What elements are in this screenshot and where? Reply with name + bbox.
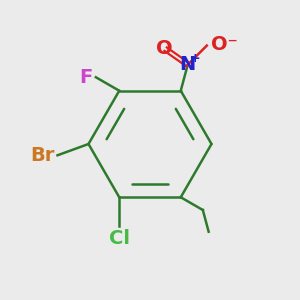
Text: +: + [190,52,201,64]
Text: Br: Br [30,146,55,165]
Text: O⁻: O⁻ [211,35,238,54]
Text: Cl: Cl [109,229,130,248]
Text: F: F [79,68,92,87]
Text: N: N [180,55,196,74]
Text: O: O [156,39,172,58]
